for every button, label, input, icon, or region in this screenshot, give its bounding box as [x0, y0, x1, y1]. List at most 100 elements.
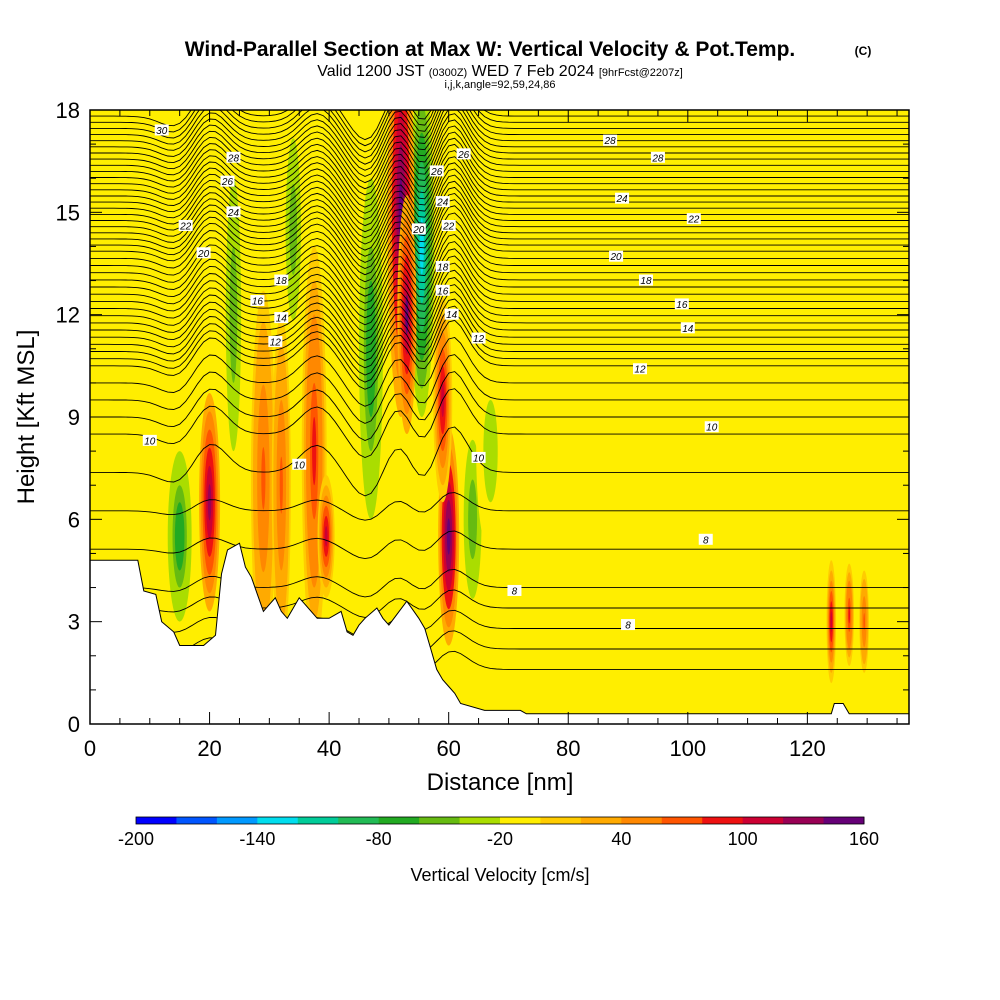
isentrope-label-bg — [178, 219, 193, 231]
isentrope-label-bg — [292, 458, 307, 470]
chart-title: Wind-Parallel Section at Max W: Vertical… — [185, 38, 796, 61]
isentrope-label-text: 24 — [436, 198, 449, 209]
isentrope-19 — [90, 219, 909, 290]
x-tick-label: 40 — [317, 736, 341, 761]
isentrope-label-10: 10 — [142, 434, 157, 447]
isentrope-contours — [90, 110, 909, 680]
downdraft-cell-0-level-5 — [177, 519, 183, 554]
isentrope-label-text: 10 — [294, 460, 306, 471]
isentrope-labels: 30 28 26 24 22 20 18 16 14 12 10 10 26 26 24 20 22 18 16 14… — [142, 124, 719, 632]
isentrope-label-7: 16 — [250, 295, 265, 308]
updraft-cell-3-level-5 — [312, 417, 317, 486]
isentrope-label-bg — [268, 335, 283, 347]
isentrope-13 — [90, 305, 909, 376]
isentrope-label-6: 18 — [274, 274, 289, 287]
isentrope-23.5 — [90, 162, 909, 233]
colorbar-swatch — [580, 817, 622, 824]
isentrope-label-24: 28 — [603, 134, 618, 147]
isentrope-label-bg — [274, 312, 289, 324]
isentrope-label-28: 20 — [609, 250, 624, 263]
isentrope-13.5 — [90, 298, 909, 369]
colorbar-labels: -200 -140 -80 -20 40 100 160 — [118, 829, 879, 849]
isentrope-label-21: 10 — [471, 451, 486, 464]
isentrope-16.5 — [90, 255, 909, 326]
isentrope-label-bg — [698, 533, 713, 545]
isentrope-10.5 — [90, 371, 909, 441]
colorbar-swatch — [621, 817, 663, 824]
isentrope-label-bg — [196, 247, 211, 259]
isentrope-label-text: 20 — [610, 252, 623, 263]
isentrope-12 — [90, 319, 909, 390]
colorbar-swatch — [459, 817, 501, 824]
updraft-cell-4-level-5 — [324, 526, 328, 547]
isentrope-22.5 — [90, 174, 909, 245]
isentrope-18 — [90, 234, 909, 304]
isentrope-label-text: 22 — [442, 221, 455, 232]
plot-area: 30 28 26 24 22 20 18 16 14 12 10 10 26 26 24 20 22 18 16 14… — [90, 110, 909, 724]
chart-subtitle: Valid 1200 JST (0300Z) WED 7 Feb 2024 [9… — [317, 63, 683, 80]
updraft-cell-9-level-5 — [830, 611, 833, 632]
isentrope-label-bg — [507, 584, 522, 596]
isentrope-label-text: 14 — [276, 314, 288, 325]
isentrope-label-text: 14 — [682, 324, 694, 335]
isentrope-label-bg — [274, 274, 289, 286]
isentrope-12.5 — [90, 312, 909, 383]
isentrope-label-11: 10 — [292, 458, 307, 471]
isentrope-20.5 — [90, 199, 909, 269]
colorbar-swatch — [257, 817, 299, 824]
isentrope-label-text: 22 — [179, 221, 192, 232]
isentrope-label-0: 30 — [154, 124, 169, 137]
isentrope-label-bg — [250, 295, 265, 307]
isentrope-11 — [90, 354, 909, 424]
isentrope-label-bg — [609, 250, 624, 262]
isentrope-29 — [90, 110, 909, 165]
isentrope-label-26: 24 — [615, 192, 630, 205]
updraft-cell-10-level-5 — [848, 606, 851, 624]
valid-time: Valid 1200 JST — [317, 63, 425, 80]
chart-title-suffix: (C) — [855, 44, 872, 58]
isentrope-label-bg — [686, 213, 701, 225]
colorbar-label: -200 — [118, 829, 154, 849]
isentrope-label-bg — [435, 196, 450, 208]
isentrope-18.5 — [90, 226, 909, 297]
isentrope-label-bg — [429, 165, 444, 177]
grid-indices: i,j,k,angle=92,59,24,86 — [444, 79, 555, 91]
isentrope-label-bg — [471, 332, 486, 344]
colorbar-label: 100 — [728, 829, 758, 849]
colorbar-swatch — [216, 817, 258, 824]
isentrope-label-text: 12 — [270, 337, 282, 348]
isentrope-14.5 — [90, 284, 909, 354]
isentrope-27.5 — [90, 113, 909, 184]
colorbar-swatch — [661, 817, 703, 824]
isentrope-label-bg — [226, 151, 241, 163]
isentrope-label-text: 30 — [156, 126, 168, 137]
colorbar-swatch — [783, 817, 825, 824]
isentrope-31 — [90, 110, 909, 141]
isentrope-label-bg — [441, 219, 456, 231]
x-tick-label: 120 — [789, 736, 826, 761]
isentrope-25.5 — [90, 137, 909, 208]
isentrope-label-text: 10 — [706, 423, 718, 434]
isentrope-label-bg — [226, 206, 241, 218]
isentrope-label-text: 12 — [634, 365, 646, 376]
y-tick-label: 18 — [56, 98, 80, 123]
isentrope-15 — [90, 277, 909, 347]
isentrope-label-15: 20 — [411, 223, 426, 236]
isentrope-label-bg — [638, 274, 653, 286]
isentrope-23 — [90, 168, 909, 239]
isentrope-17.5 — [90, 241, 909, 311]
x-tick-label: 60 — [436, 736, 460, 761]
colorbar-label: 160 — [849, 829, 879, 849]
colorbar-swatch — [176, 817, 218, 824]
colorbar-label: -80 — [366, 829, 392, 849]
colorbar-label: -20 — [487, 829, 513, 849]
x-tick-label: 100 — [669, 736, 706, 761]
updraft-cell-11-level-5 — [863, 613, 865, 631]
isentrope-label-text: 22 — [687, 215, 700, 226]
colorbar-title: Vertical Velocity [cm/s] — [410, 865, 589, 885]
isentrope-label-bg — [680, 322, 695, 334]
isentrope-label-32: 12 — [632, 363, 647, 376]
isentrope-label-text: 20 — [197, 249, 210, 260]
isentrope-label-34: 8 — [698, 533, 713, 546]
isentrope-label-4: 22 — [178, 219, 193, 232]
